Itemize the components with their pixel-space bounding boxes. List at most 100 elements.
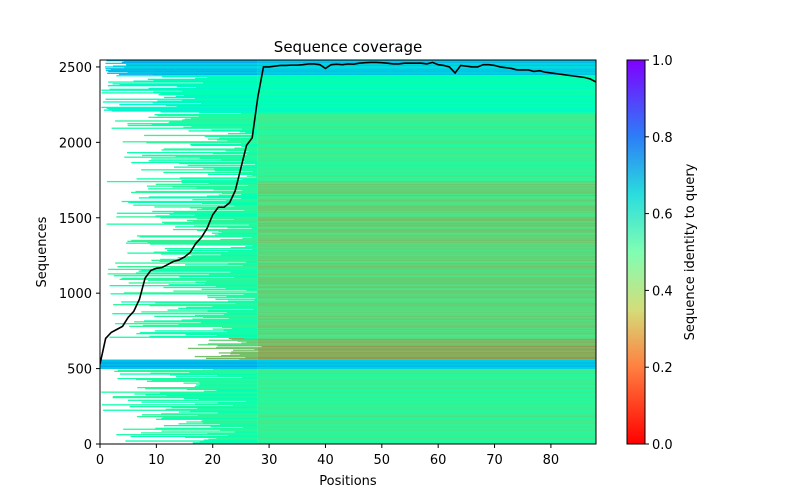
msa-row-segment [257, 408, 596, 411]
msa-row-segment [111, 127, 258, 129]
msa-row-segment [257, 325, 596, 328]
msa-row-segment [257, 341, 596, 343]
msa-row-segment [205, 357, 258, 360]
msa-row-segment [100, 363, 258, 365]
msa-row-segment [187, 164, 258, 166]
msa-row-segment [105, 62, 258, 65]
msa-row-segment [257, 297, 596, 299]
msa-row-segment [257, 156, 596, 158]
msa-row-segment [257, 212, 596, 214]
msa-row-segment [257, 424, 596, 426]
plot-frame [99, 59, 597, 445]
msa-row-segment [257, 441, 596, 443]
msa-row-segment [121, 61, 258, 64]
msa-row-segment [257, 406, 596, 409]
msa-row-segment [257, 239, 596, 242]
msa-row-segment [257, 273, 596, 275]
msa-row-segment [257, 401, 596, 403]
msa-row-segment [257, 367, 596, 369]
msa-row-segment [198, 385, 258, 387]
msa-row-segment [257, 438, 596, 440]
msa-row-segment [110, 293, 258, 295]
msa-row-segment [218, 233, 258, 235]
msa-row-segment [257, 337, 596, 339]
msa-row-segment [257, 227, 596, 229]
msa-row-segment [163, 424, 258, 427]
msa-row-segment [257, 374, 596, 376]
msa-row-segment [174, 166, 258, 168]
msa-row-segment [257, 380, 596, 382]
msa-row-segment [161, 149, 258, 151]
msa-row-segment [108, 268, 258, 271]
msa-row-segment [133, 204, 258, 206]
msa-row-segment [257, 358, 596, 360]
msa-row-segment [257, 260, 596, 262]
msa-row-segment [214, 170, 258, 172]
msa-row-segment [257, 293, 596, 295]
msa-row-segment [257, 270, 596, 272]
msa-row-segment [134, 393, 258, 395]
msa-row-segment [257, 418, 596, 420]
msa-row-segment [257, 180, 596, 183]
msa-row-segment [184, 118, 258, 120]
msa-row-segment [245, 261, 258, 263]
msa-row-segment [257, 294, 596, 297]
msa-row-segment [100, 365, 258, 368]
msa-row-segment [257, 71, 596, 74]
msa-row-segment [257, 363, 596, 365]
msa-row-segment [160, 253, 258, 255]
msa-row-segment [158, 94, 258, 96]
msa-row-segment [257, 202, 596, 204]
msa-row-segment [257, 215, 596, 217]
msa-row-segment [127, 71, 258, 74]
msa-row-segment [160, 258, 258, 261]
msa-row-segment [257, 431, 596, 433]
msa-row-segment [257, 437, 596, 439]
msa-row-segment [246, 341, 258, 343]
colorbar-tick-label: 0.0 [652, 438, 673, 453]
msa-row-segment [112, 396, 258, 398]
msa-row-segment [261, 345, 596, 348]
msa-row-segment [116, 434, 258, 436]
msa-row-segment [257, 69, 596, 71]
msa-row-segment [186, 388, 258, 391]
msa-row-segment [257, 351, 596, 353]
msa-row-segment [234, 205, 258, 207]
msa-row-segment [105, 98, 258, 100]
msa-row-segment [101, 89, 258, 91]
msa-row-segment [139, 236, 258, 238]
msa-row-segment [151, 123, 258, 126]
msa-row-segment [207, 310, 258, 312]
msa-row-segment [117, 369, 258, 372]
msa-row-segment [257, 157, 596, 159]
msa-row-segment [257, 275, 596, 277]
msa-row-segment [207, 76, 258, 79]
msa-row-segment [256, 176, 258, 178]
msa-row-segment [227, 203, 258, 205]
msa-row-segment [257, 436, 596, 439]
msa-row-segment [257, 315, 596, 318]
msa-row-segment [257, 427, 596, 430]
msa-row-segment [257, 97, 596, 100]
msa-row-segment [257, 434, 596, 437]
msa-row-segment [257, 347, 596, 350]
msa-row-segment [198, 344, 258, 346]
msa-row-segment [113, 275, 258, 277]
msa-row-segment [257, 155, 596, 157]
msa-row-segment [257, 81, 596, 83]
msa-row-segment [240, 113, 258, 115]
msa-row-segment [216, 139, 258, 141]
msa-row-segment [181, 119, 258, 121]
msa-row-segment [257, 123, 596, 125]
msa-row-segment [257, 365, 596, 368]
msa-row-segment [257, 308, 596, 310]
msa-row-segment [257, 324, 596, 327]
msa-row-segment [257, 146, 596, 148]
msa-row-segment [127, 399, 258, 401]
msa-row-segment [201, 288, 258, 290]
x-tick-label: 80 [543, 453, 560, 468]
msa-row-segment [194, 314, 258, 317]
msa-row-segment [257, 253, 596, 255]
msa-row-segment [217, 345, 258, 347]
msa-row-segment [136, 235, 258, 237]
